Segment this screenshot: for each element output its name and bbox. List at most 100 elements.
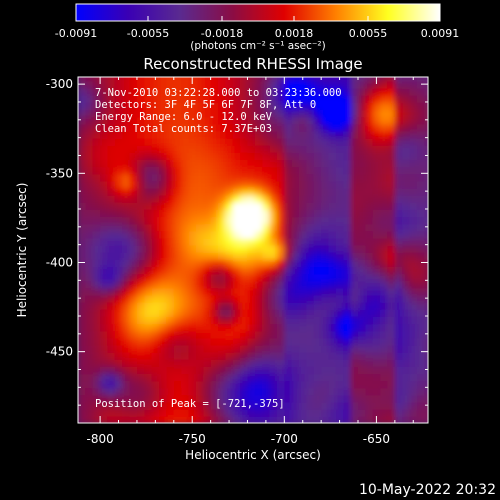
heatmap-cell [232,94,242,103]
heatmap-cell [350,137,359,146]
heatmap-cell [276,144,286,153]
heatmap-cell [188,130,197,139]
heatmap-cell [262,223,271,232]
heatmap-cell [210,194,219,203]
heatmap-cell [321,401,330,410]
heatmap-cell [269,159,278,168]
heatmap-cell [365,344,374,353]
heatmap-cell [276,80,286,89]
heatmap-cell [159,344,168,353]
chart-title: Reconstructed RHESSI Image [143,55,362,73]
heatmap-cell [387,101,396,111]
heatmap-cell [291,351,301,360]
heatmap-cell [78,244,87,253]
heatmap-cell [203,351,212,360]
heatmap-cell [188,230,197,239]
heatmap-cell [225,294,234,303]
heatmap-cell [107,244,116,253]
heatmap-cell [394,315,404,325]
heatmap-cell [173,358,183,367]
heatmap-cell [210,137,219,146]
heatmap-cell [416,187,426,196]
heatmap-cell [424,123,428,132]
heatmap-cell [313,287,323,296]
heatmap-cell [416,208,426,218]
heatmap-cell [144,287,153,296]
heatmap-cell [92,258,102,268]
heatmap-cell [350,344,359,353]
heatmap-cell [291,159,301,168]
heatmap-cell [350,337,359,346]
heatmap-cell [225,123,234,132]
heatmap-cell [144,94,153,103]
heatmap-cell [321,387,330,396]
heatmap-cell [159,216,168,225]
heatmap-cell [151,394,161,403]
heatmap-cell [262,408,271,417]
heatmap-cell [358,280,367,289]
heatmap-cell [254,358,264,367]
heatmap-cell [159,130,168,139]
heatmap-cell [225,358,234,367]
heatmap-cell [350,280,359,289]
heatmap-cell [85,144,94,153]
heatmap-cell [409,101,418,111]
heatmap-cell [114,159,124,168]
heatmap-cell [387,77,396,82]
heatmap-cell [424,266,428,275]
heatmap-cell [159,408,168,417]
heatmap-cell [299,301,308,310]
heatmap-cell [402,394,411,403]
heatmap-cell [173,77,183,82]
heatmap-cell [291,208,301,218]
heatmap-cell [136,344,146,353]
heatmap-cell [85,251,94,260]
heatmap-cell [276,151,286,161]
heatmap-cell [240,380,249,389]
heatmap-cell [276,323,286,332]
heatmap-cell [100,251,109,260]
heatmap-cell [372,123,382,132]
heatmap-cell [291,80,301,89]
heatmap-cell [92,230,102,239]
heatmap-cell [247,109,256,118]
heatmap-cell [218,137,227,146]
heatmap-cell [247,266,256,275]
heatmap-cell [380,151,389,161]
heatmap-cell [335,315,345,325]
heatmap-cell [335,244,345,253]
heatmap-cell [306,77,315,82]
heatmap-cell [203,337,212,346]
heatmap-cell [225,394,234,403]
heatmap-cell [166,358,175,367]
heatmap-cell [328,258,337,268]
heatmap-cell [358,273,367,282]
heatmap-cell [387,373,396,382]
heatmap-cell [372,358,382,367]
heatmap-cell [276,394,286,403]
heatmap-cell [85,180,94,189]
heatmap-cell [402,258,411,268]
heatmap-cell [424,159,428,168]
heatmap-cell [416,401,426,410]
heatmap-cell [225,337,234,346]
heatmap-cell [394,373,404,382]
heatmap-cell [372,159,382,168]
heatmap-cell [365,166,374,175]
heatmap-cell [100,294,109,303]
heatmap-cell [136,337,146,346]
heatmap-cell [394,123,404,132]
heatmap-cell [262,315,271,325]
heatmap-cell [343,116,352,125]
heatmap-cell [195,280,205,289]
colorbar-ticks: -0.0091 -0.0055 -0.0018 0.0018 0.0055 0.0091 [55,16,459,40]
heatmap-cell [394,194,404,203]
heatmap-cell [159,151,168,161]
heatmap-cell [210,237,219,246]
heatmap-cell [276,358,286,367]
heatmap-cell [424,144,428,153]
heatmap-cell [350,287,359,296]
heatmap-cell [372,351,382,360]
heatmap-cell [122,273,131,282]
heatmap-cell [114,315,124,325]
